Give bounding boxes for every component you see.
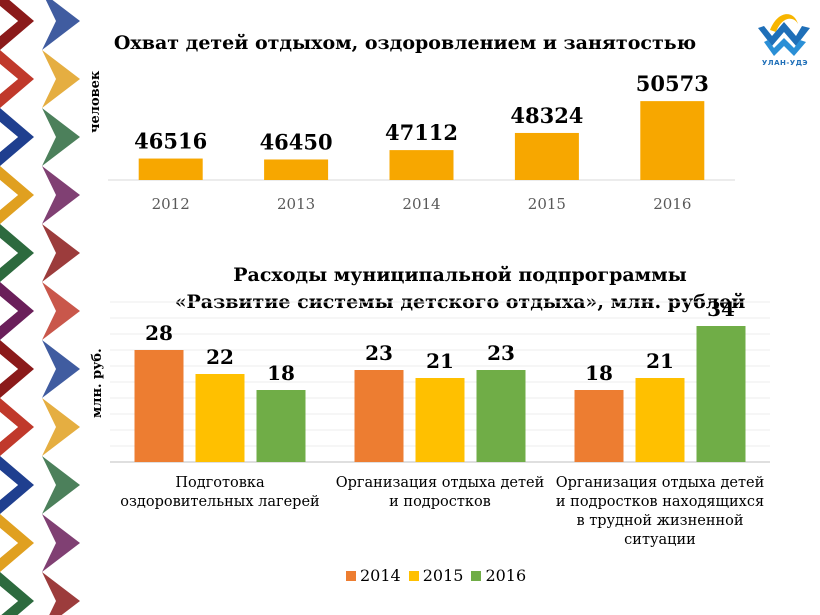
chart1-bar bbox=[138, 158, 203, 180]
chart1-title: Охват детей отдыхом, оздоровлением и зан… bbox=[113, 32, 697, 54]
chart1-data-label: 48324 bbox=[510, 103, 583, 128]
chart1-bar bbox=[640, 101, 705, 180]
chart2-data-label: 18 bbox=[585, 361, 613, 385]
chart2-bar bbox=[195, 374, 245, 462]
ornament-gap bbox=[0, 64, 18, 94]
chart2-title-line1: Расходы муниципальной подпрограммы bbox=[233, 264, 687, 286]
ulan-ude-logo-icon bbox=[758, 14, 810, 56]
ornament-chevron bbox=[0, 50, 34, 108]
chart1-data-label: 50573 bbox=[636, 71, 709, 96]
chart2-category-label: Организация отдыха детей bbox=[556, 475, 764, 491]
chart1-data-label: 46450 bbox=[260, 129, 333, 154]
legend-item-2014: 2014 bbox=[346, 566, 401, 585]
ornament-chevron bbox=[42, 224, 80, 282]
ornament-chevron bbox=[0, 108, 34, 166]
chart1-bar bbox=[389, 150, 454, 180]
legend-swatch-2016 bbox=[471, 570, 482, 581]
chart2-category-label: оздоровительных лагерей bbox=[120, 494, 319, 510]
ornament-gap bbox=[0, 586, 18, 615]
ornament-chevron bbox=[0, 398, 34, 456]
ornament-chevron bbox=[42, 398, 80, 456]
ornament-gap bbox=[0, 122, 18, 152]
ornament-chevron bbox=[42, 572, 80, 615]
ornament-chevron bbox=[42, 166, 80, 224]
ornament-gap bbox=[0, 528, 18, 558]
chart2-data-label: 22 bbox=[206, 345, 234, 369]
ornament-chevron bbox=[0, 224, 34, 282]
ornament-chevron bbox=[42, 514, 80, 572]
ornament-gap bbox=[0, 354, 18, 384]
chart1-data-label: 47112 bbox=[385, 120, 458, 145]
chart2-legend: 2014 2015 2016 bbox=[346, 566, 534, 585]
ornament-gap bbox=[0, 238, 18, 268]
ornament-chevron bbox=[0, 514, 34, 572]
ornament-chevron bbox=[0, 572, 34, 615]
chart2-category-label: и подростков bbox=[389, 494, 491, 510]
chart1-category-label: 2012 bbox=[152, 195, 190, 213]
chart2-category-label: ситуации bbox=[624, 532, 696, 548]
legend-swatch-2015 bbox=[408, 570, 419, 581]
chart2-bar bbox=[256, 390, 306, 462]
chart2-data-label: 23 bbox=[365, 341, 393, 365]
chart2-category-label: и подростков находящихся bbox=[556, 494, 764, 510]
ornament-chevron bbox=[0, 456, 34, 514]
ornament-chevron bbox=[0, 166, 34, 224]
chart1-category-label: 2015 bbox=[528, 195, 566, 213]
ornament-gap bbox=[0, 180, 18, 210]
chart2-data-label: 34 bbox=[707, 297, 735, 321]
chart2-bar bbox=[574, 390, 624, 462]
chart2-category-label: Подготовка bbox=[175, 475, 265, 491]
chart1-category-label: 2013 bbox=[277, 195, 315, 213]
ornament-chevron bbox=[42, 108, 80, 166]
legend-item-2015: 2015 bbox=[408, 566, 463, 585]
ornament-gap bbox=[0, 296, 18, 326]
chart2-bar bbox=[415, 378, 465, 462]
chart1-bar bbox=[514, 132, 579, 180]
chart2-data-label: 28 bbox=[145, 321, 173, 345]
chart1-category-label: 2016 bbox=[653, 195, 691, 213]
chart1-data-label: 46516 bbox=[134, 129, 207, 154]
ornament-chevron bbox=[0, 0, 34, 50]
chart2-category-label: в трудной жизненной bbox=[576, 513, 743, 529]
ornament-chevron bbox=[42, 0, 80, 50]
chart2-bar bbox=[354, 370, 404, 462]
legend-swatch-2014 bbox=[346, 570, 356, 581]
ornament-gap bbox=[0, 470, 18, 500]
chart2-bar bbox=[476, 370, 526, 462]
chart2-data-label: 18 bbox=[267, 361, 295, 385]
ornament-gap bbox=[0, 6, 18, 36]
ornament-chevron bbox=[42, 456, 80, 514]
chart2-bar bbox=[134, 350, 184, 462]
chart2-data-label: 21 bbox=[426, 349, 454, 373]
chart2-bar bbox=[635, 378, 685, 462]
chart1-category-label: 2014 bbox=[402, 195, 440, 213]
legend-item-2016: 2016 bbox=[471, 566, 526, 585]
decorative-ornament-border bbox=[0, 0, 80, 615]
ornament-gap bbox=[0, 412, 18, 442]
ornament-chevron bbox=[42, 340, 80, 398]
logo-caption: УЛАН-УДЭ bbox=[761, 59, 809, 67]
chart2-bar bbox=[696, 326, 746, 462]
ornament-chevron bbox=[0, 282, 34, 340]
chart1-bar bbox=[264, 159, 329, 180]
chart2-category-label: Организация отдыха детей bbox=[336, 475, 544, 491]
chart2-data-label: 23 bbox=[487, 341, 515, 365]
ornament-chevron bbox=[42, 282, 80, 340]
ornament-chevron bbox=[42, 50, 80, 108]
chart2-data-label: 21 bbox=[646, 349, 674, 373]
ornament-chevron bbox=[0, 340, 34, 398]
